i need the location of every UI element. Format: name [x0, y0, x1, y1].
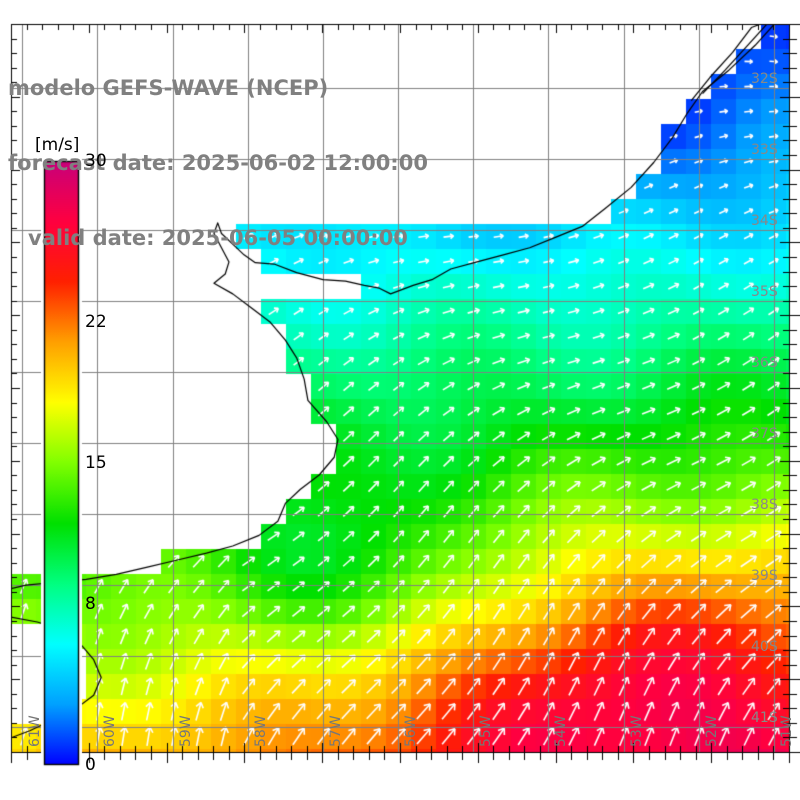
lon-label-59W: 59W [177, 715, 194, 747]
lat-label-36S: 36S [751, 355, 778, 372]
lat-label-39S: 39S [751, 568, 778, 585]
lat-label-32S: 32S [751, 70, 778, 87]
colorbar-tick-0: 0 [85, 755, 96, 775]
lat-label-37S: 37S [751, 426, 778, 443]
lon-label-55W: 55W [478, 715, 495, 747]
model-title: modelo GEFS-WAVE (NCEP) [8, 76, 329, 100]
lon-label-56W: 56W [403, 715, 420, 747]
colorbar-tick-22: 22 [85, 312, 107, 333]
lat-label-41S: 41S [751, 710, 778, 727]
lon-label-54W: 54W [553, 715, 570, 747]
lat-label-38S: 38S [751, 497, 778, 514]
lon-label-53W: 53W [628, 715, 645, 747]
lon-label-52W: 52W [703, 715, 720, 747]
valid-date: valid date: 2025-06-05 00:00:00 [28, 226, 408, 250]
colorbar-unit-label: [m/s] [35, 135, 80, 155]
colorbar-tick-8: 8 [85, 593, 96, 614]
lat-label-35S: 35S [751, 283, 778, 300]
map-title-block: modelo GEFS-WAVE (NCEP) forecast date: 2… [8, 26, 428, 301]
lat-label-34S: 34S [751, 212, 778, 229]
lon-label-60W: 60W [102, 715, 119, 747]
lon-label-61W: 61W [27, 715, 44, 747]
forecast-date: forecast date: 2025-06-02 12:00:00 [8, 151, 428, 175]
lat-label-33S: 33S [751, 141, 778, 158]
lon-label-57W: 57W [327, 715, 344, 747]
lat-label-40S: 40S [751, 639, 778, 656]
colorbar-tick-30: 30 [85, 151, 107, 171]
colorbar-tick-15: 15 [85, 453, 107, 473]
lon-label-58W: 58W [252, 715, 269, 747]
lon-label-51W: 51W [778, 715, 795, 747]
